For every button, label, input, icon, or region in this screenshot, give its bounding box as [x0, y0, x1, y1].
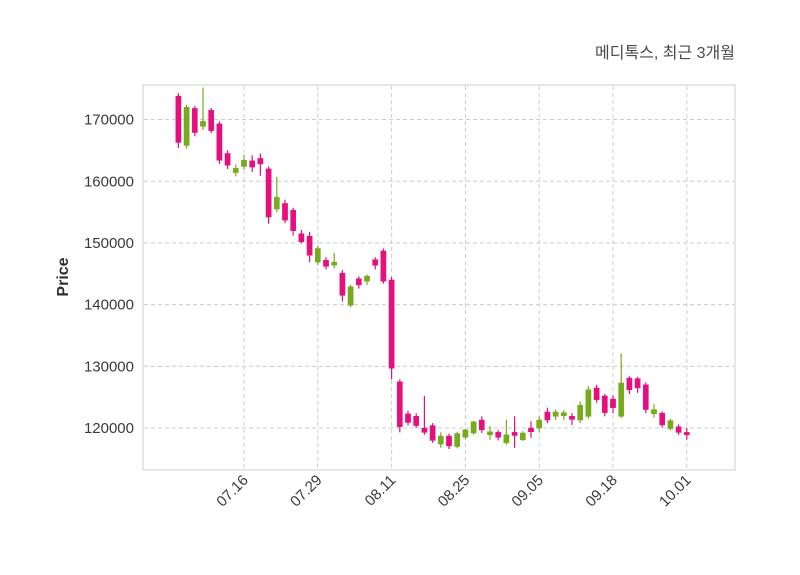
candle-body — [503, 434, 510, 444]
y-tick-label: 130000 — [84, 358, 134, 375]
candle-body — [232, 168, 239, 173]
y-tick-label: 150000 — [84, 235, 134, 252]
candle-body — [241, 160, 247, 167]
candle-body — [462, 429, 469, 438]
candle-body — [552, 411, 559, 417]
candle-body — [560, 412, 567, 416]
candle-body — [200, 121, 206, 127]
x-axis-tick-labels: 07.16 07.29 08.11 08.25 09.05 09.18 10.01 — [213, 472, 694, 511]
candle-body — [544, 411, 551, 421]
candle-body — [331, 261, 338, 266]
y-tick-label: 140000 — [84, 297, 134, 314]
candle-body — [413, 416, 420, 426]
candle-body — [380, 250, 387, 282]
x-tick-label: 09.05 — [508, 472, 547, 511]
candle-body — [478, 419, 485, 431]
candle-body — [290, 209, 297, 231]
candle-body — [487, 431, 493, 436]
candle-body — [273, 197, 280, 210]
candle-body — [429, 425, 436, 441]
candle-body — [437, 435, 444, 445]
candle-body — [339, 272, 346, 296]
candle-body — [511, 432, 518, 436]
x-tick-label: 07.29 — [287, 472, 326, 511]
candle-body — [282, 203, 288, 221]
candle-body — [610, 398, 616, 408]
x-tick-label: 10.01 — [656, 472, 695, 511]
candles — [175, 87, 690, 450]
candle-body — [593, 387, 600, 400]
candle-body — [298, 233, 305, 242]
candle-body — [626, 377, 633, 391]
candle-body — [618, 382, 625, 417]
x-tick-label: 09.18 — [582, 472, 621, 511]
x-tick-label: 08.25 — [435, 472, 474, 511]
y-tick-label: 170000 — [84, 112, 134, 129]
y-axis-tick-labels: 120000 130000 140000 150000 160000 170000 — [84, 112, 134, 437]
candle-body — [216, 123, 223, 161]
x-tick-label: 08.11 — [362, 472, 400, 510]
candle-body — [306, 235, 313, 256]
candle-body — [224, 153, 231, 166]
candle-body — [569, 416, 575, 420]
candle-body — [659, 412, 666, 426]
x-tick-label: 07.16 — [213, 472, 252, 511]
candle-body — [536, 419, 543, 429]
candle-body — [528, 427, 534, 432]
candle-body — [175, 95, 182, 143]
candle-body — [355, 278, 362, 286]
candle-body — [675, 426, 682, 433]
candle-body — [601, 395, 608, 413]
candle-body — [208, 110, 215, 131]
candle-body — [634, 378, 641, 389]
candle-body — [347, 286, 354, 306]
candle-body — [265, 168, 272, 218]
candle-body — [651, 409, 657, 415]
candle-body — [323, 259, 329, 267]
candle-body — [642, 384, 649, 410]
candle-body — [470, 421, 477, 434]
candle-body — [421, 427, 428, 433]
candle-body — [446, 435, 452, 447]
candle-body — [183, 106, 190, 146]
candle-body — [191, 108, 198, 133]
candle-body — [249, 160, 256, 168]
candle-body — [683, 432, 690, 436]
y-tick-label: 160000 — [84, 173, 134, 190]
candle-body — [405, 413, 411, 423]
gridlines — [144, 86, 734, 469]
candle-body — [314, 248, 321, 263]
candle-body — [372, 259, 379, 266]
candle-body — [454, 433, 461, 447]
candle-body — [577, 404, 584, 421]
candle-body — [364, 276, 370, 282]
candle-body — [257, 158, 264, 165]
candle-body — [495, 432, 502, 438]
candle-body — [585, 389, 592, 417]
chart-title: 메디톡스, 최근 3개월 — [595, 44, 735, 62]
candle-body — [396, 381, 403, 428]
plot-frame — [142, 84, 736, 471]
candle-body — [667, 420, 674, 429]
y-tick-label: 120000 — [84, 420, 134, 437]
candle-body — [388, 279, 395, 369]
candle-body — [519, 432, 526, 441]
y-axis-label: Price — [55, 257, 72, 296]
